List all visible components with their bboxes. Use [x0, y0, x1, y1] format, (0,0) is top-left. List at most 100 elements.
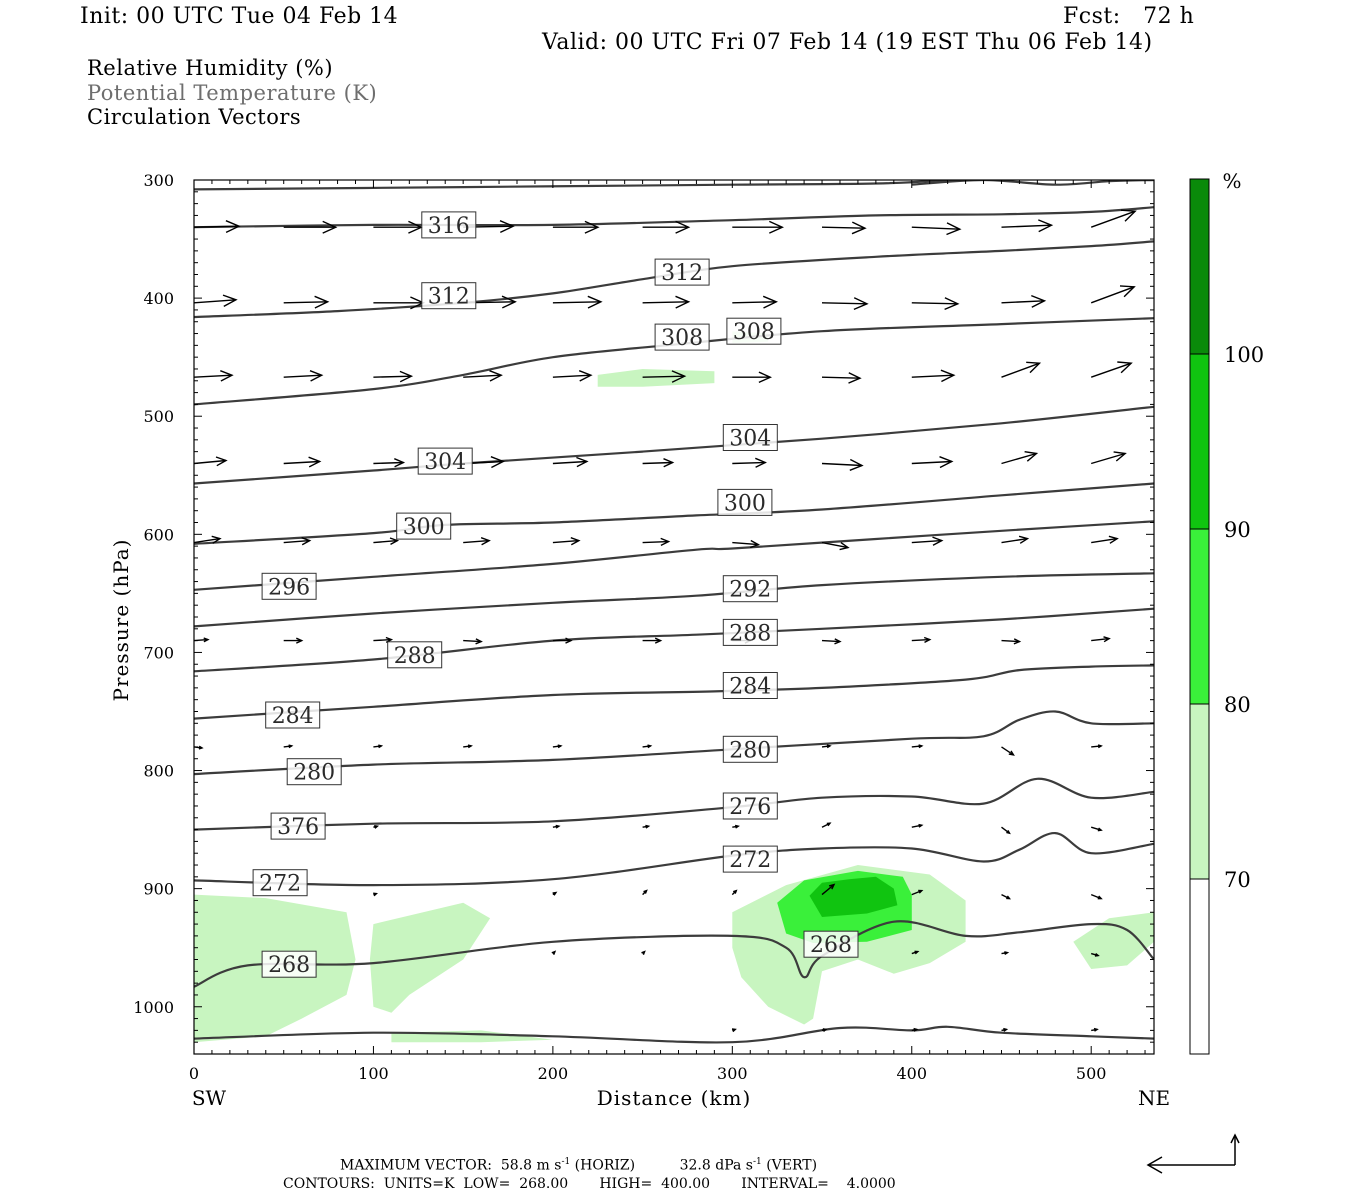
- vector-arrowhead: [1006, 830, 1011, 835]
- forecast-hour: Fcst: 72 h: [1063, 4, 1195, 29]
- vector-arrowhead: [1174, 454, 1184, 462]
- vector-arrowhead: [288, 744, 294, 749]
- vector-arrowhead: [762, 295, 778, 309]
- circulation-vector: [283, 460, 320, 465]
- horiz-unit: m s: [536, 1157, 562, 1174]
- horiz-tag: (HORIZ): [574, 1157, 636, 1174]
- x-tick-label: 500: [1076, 1064, 1107, 1083]
- circulation-vector: [911, 226, 960, 230]
- vector-arrowhead: [822, 1028, 828, 1032]
- vector-arrowhead: [1094, 952, 1100, 957]
- vector-arrowhead: [1097, 827, 1103, 832]
- circulation-vector: [911, 460, 952, 465]
- circulation-vector: [1001, 452, 1037, 465]
- circulation-vector: [1153, 462, 1154, 464]
- isentrope-label: 304: [424, 450, 466, 475]
- circulation-vector: [552, 460, 587, 465]
- circulation-vector: [373, 375, 412, 378]
- isentrope-292: [194, 572, 1154, 628]
- isentrope-label-box: [722, 735, 778, 763]
- vector-arrowhead: [394, 458, 406, 468]
- circulation-vector: [463, 374, 502, 378]
- isentrope-304: [194, 405, 1154, 485]
- y-tick-label: 900: [143, 880, 174, 899]
- circulation-vector: [911, 374, 954, 378]
- isentrope-label-box: [261, 950, 317, 978]
- legend-circulation-vectors: Circulation Vectors: [87, 105, 302, 129]
- vector-arrowhead: [578, 370, 593, 382]
- isentrope-label-box: [722, 845, 778, 873]
- vector-arrowhead: [944, 297, 960, 311]
- isentrope-label-box: [261, 572, 317, 600]
- isentrope-276: [194, 777, 1154, 831]
- vector-arrowhead: [654, 637, 663, 644]
- isentrope-label-box: [286, 758, 342, 786]
- isentrope-label-box: [387, 641, 443, 669]
- isentrope-layer: [194, 180, 1154, 1044]
- isentrope-288: [194, 607, 1154, 673]
- y-tick-label: 1000: [133, 998, 174, 1017]
- vector-arrowhead: [308, 456, 322, 468]
- vector-arrowhead: [1024, 451, 1039, 462]
- isentrope-label: 308: [733, 320, 775, 345]
- vector-arrowhead: [663, 458, 675, 468]
- vector-arrowhead: [1174, 366, 1184, 374]
- vector-arrowhead: [675, 295, 691, 309]
- vector-arrowhead: [749, 539, 761, 549]
- circulation-vector: [552, 301, 601, 304]
- vector-arrowhead: [203, 637, 210, 643]
- x-tick-label: 300: [717, 1064, 748, 1083]
- vector-arrowhead: [1038, 219, 1054, 233]
- y-tick-label: 600: [143, 525, 174, 544]
- vector-arrowhead: [853, 297, 869, 311]
- ne-end-label: NE: [1138, 1086, 1170, 1110]
- colorbar-segment: [1189, 353, 1210, 530]
- circulation-vector: [1001, 537, 1028, 544]
- vector-arrowhead: [660, 537, 671, 547]
- colorbar-segment: [1189, 528, 1210, 705]
- vector-arrowhead: [1108, 535, 1119, 544]
- isentrope-280: [194, 710, 1154, 776]
- vector-arrowhead: [475, 638, 483, 645]
- reference-vector-icon: [1146, 1133, 1240, 1174]
- circulation-vector: [642, 540, 669, 544]
- x-tick-label: 100: [358, 1064, 389, 1083]
- circulation-vector: [1153, 302, 1154, 303]
- vert-exponent: -1: [752, 1157, 762, 1167]
- x-tick-label: 200: [538, 1064, 569, 1083]
- vector-arrowhead: [932, 536, 944, 546]
- vector-arrowhead: [1004, 951, 1010, 955]
- circulation-vector: [642, 375, 685, 378]
- vector-arrowhead: [309, 370, 324, 382]
- vector-arrowhead: [378, 744, 384, 749]
- isentrope-label: 300: [724, 491, 766, 516]
- circulation-vector: [911, 539, 942, 544]
- vector-arrowhead: [1026, 361, 1042, 374]
- vector-arrowhead: [848, 372, 862, 384]
- vector-arrowhead: [645, 824, 651, 829]
- isentrope-label: 304: [729, 427, 771, 452]
- vector-arrowhead: [675, 220, 691, 234]
- max-vector-label: MAXIMUM VECTOR:: [340, 1157, 492, 1174]
- vector-arrowhead: [301, 537, 312, 546]
- vector-arrowhead: [576, 456, 589, 468]
- vector-arrowhead: [849, 458, 864, 471]
- circulation-vector: [552, 539, 579, 544]
- isentrope-label-box: [726, 317, 782, 345]
- vector-arrowhead: [946, 222, 962, 236]
- circulation-vector: [911, 302, 958, 305]
- circulation-vector: [1090, 286, 1135, 304]
- x-tick-label: 400: [896, 1064, 927, 1083]
- vector-arrowhead: [374, 825, 380, 829]
- vector-arrowhead: [1008, 750, 1015, 756]
- isentrope-272: [194, 831, 1154, 887]
- circulation-vector: [821, 376, 861, 379]
- valid-time: Valid: 00 UTC Fri 07 Feb 14 (19 EST Thu …: [542, 30, 1153, 55]
- vector-arrowhead: [490, 456, 505, 469]
- vector-arrowhead: [826, 822, 832, 827]
- colorbar-segment: [1189, 703, 1210, 880]
- vector-arrowhead: [1031, 294, 1047, 308]
- circulation-vector: [1091, 637, 1110, 642]
- circulation-vector: [911, 638, 930, 642]
